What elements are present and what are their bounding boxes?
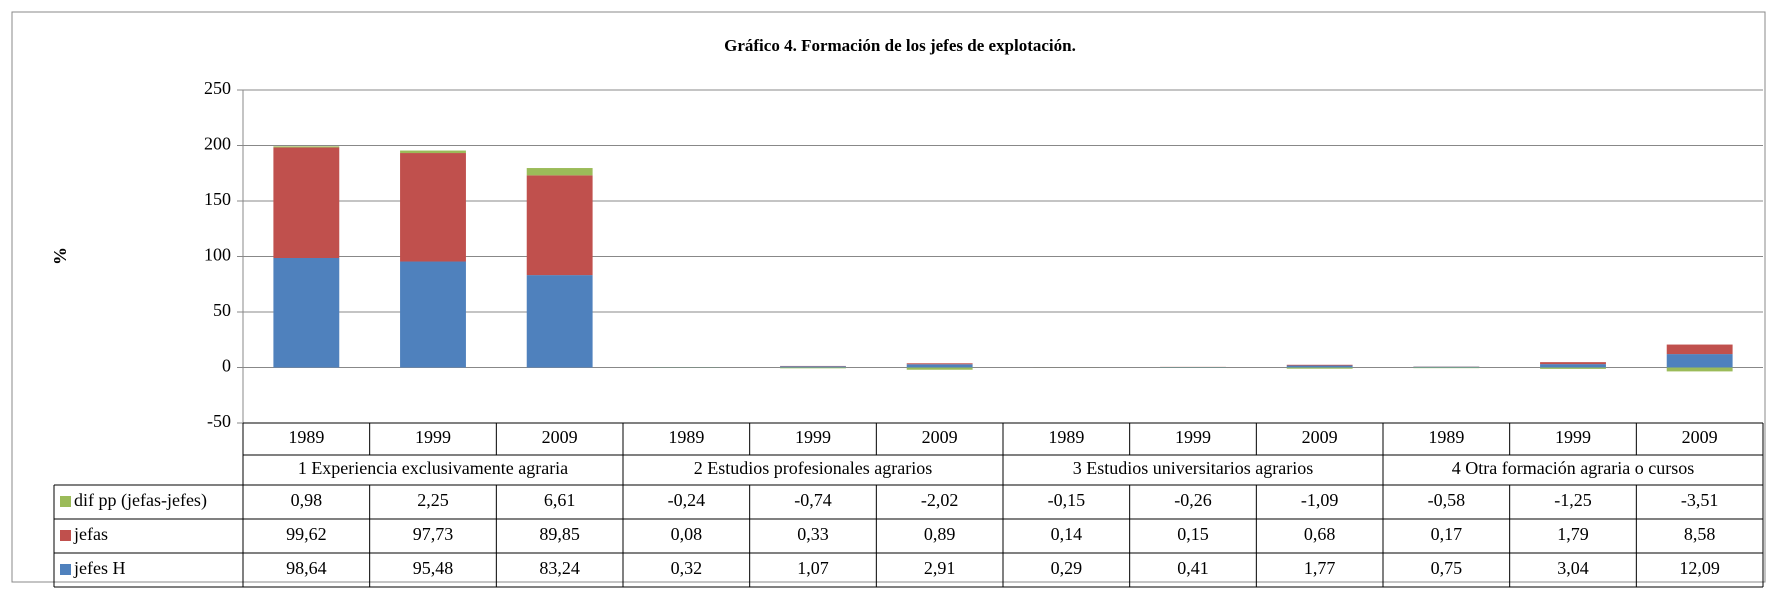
table-cell: -1,09 — [1301, 490, 1339, 510]
bar-segment — [1286, 367, 1353, 369]
bar-segment — [906, 364, 973, 368]
bar-segment — [1666, 344, 1733, 355]
x-tick-label: 2009 — [922, 427, 958, 447]
table-cell: 0,41 — [1177, 558, 1209, 578]
bar-segment — [273, 147, 340, 259]
table-cell: -0,26 — [1174, 490, 1212, 510]
x-tick-label: 1989 — [668, 427, 704, 447]
x-tick-label: 1999 — [415, 427, 451, 447]
bar-segment — [906, 363, 973, 365]
x-tick-label: 2009 — [1682, 427, 1718, 447]
table-cell: 95,48 — [413, 558, 454, 578]
x-tick-label: 2009 — [542, 427, 578, 447]
y-tick-label: -50 — [207, 411, 231, 431]
bar-segment — [1666, 354, 1733, 368]
bar-segment — [1540, 367, 1606, 369]
table-cell: 0,32 — [671, 558, 703, 578]
table-cell: -0,24 — [668, 490, 706, 510]
x-tick-label: 1989 — [288, 427, 324, 447]
table-cell: 0,14 — [1051, 524, 1083, 544]
table-cell: 8,58 — [1684, 524, 1716, 544]
table-cell: 2,25 — [417, 490, 449, 510]
x-tick-label: 1989 — [1048, 427, 1084, 447]
group-label: 2 Estudios profesionales agrarios — [694, 458, 932, 478]
table-cell: -3,51 — [1681, 490, 1719, 510]
y-tick-label: 50 — [213, 300, 231, 320]
chart-frame — [11, 11, 1766, 583]
table-cell: 12,09 — [1679, 558, 1720, 578]
bar-segment — [1540, 364, 1606, 368]
y-tick-label: 250 — [204, 78, 231, 98]
table-cell: 0,75 — [1431, 558, 1463, 578]
table-cell: 0,89 — [924, 524, 956, 544]
bar-segment — [1540, 362, 1606, 365]
table-cell: 0,98 — [291, 490, 323, 510]
group-label: 1 Experiencia exclusivamente agraria — [298, 458, 568, 478]
table-cell: -0,74 — [794, 490, 832, 510]
y-tick-label: 100 — [204, 245, 231, 265]
y-axis-label: % — [50, 247, 70, 265]
table-cell: 2,91 — [924, 558, 956, 578]
table-cell: -1,25 — [1554, 490, 1592, 510]
legend-swatch — [60, 496, 71, 507]
table-cell: 6,61 — [544, 490, 576, 510]
table-cell: -0,58 — [1428, 490, 1466, 510]
table-cell: 0,15 — [1177, 524, 1209, 544]
table-cell: 98,64 — [286, 558, 327, 578]
bar-segment — [906, 367, 973, 370]
legend-label: jefas — [73, 524, 108, 544]
legend-label: dif pp (jefas-jefes) — [74, 490, 207, 511]
x-tick-label: 2009 — [1302, 427, 1338, 447]
bar-segment — [526, 175, 593, 276]
group-label: 4 Otra formación agraria o cursos — [1452, 458, 1694, 478]
legend-swatch — [60, 530, 71, 541]
bar-segment — [400, 261, 466, 368]
y-tick-label: 0 — [222, 356, 231, 376]
chart-title: Gráfico 4. Formación de los jefes de exp… — [724, 36, 1076, 55]
legend-label: jefes H — [73, 558, 125, 578]
x-tick-label: 1999 — [1175, 427, 1211, 447]
table-cell: 0,33 — [797, 524, 829, 544]
y-tick-label: 200 — [204, 134, 231, 154]
bar-segment — [780, 367, 846, 369]
table-cell: 3,04 — [1557, 558, 1589, 578]
x-tick-label: 1989 — [1428, 427, 1464, 447]
table-cell: -0,15 — [1048, 490, 1086, 510]
bar-segment — [526, 168, 593, 176]
group-label: 3 Estudios universitarios agrarios — [1073, 458, 1313, 478]
bar-segment — [1286, 365, 1353, 368]
table-cell: 89,85 — [539, 524, 580, 544]
table-cell: -2,02 — [921, 490, 959, 510]
table-cell: 1,07 — [797, 558, 829, 578]
table-cell: 1,79 — [1557, 524, 1589, 544]
bar-segment — [1413, 366, 1480, 368]
bar-segment — [1666, 367, 1733, 372]
table-cell: 0,29 — [1051, 558, 1083, 578]
table-cell: 1,77 — [1304, 558, 1336, 578]
table-cell: 97,73 — [413, 524, 454, 544]
bar-segment — [273, 258, 340, 368]
bar-segment — [780, 366, 846, 368]
x-tick-label: 1999 — [795, 427, 831, 447]
bar-segment — [273, 146, 340, 148]
table-cell: 0,68 — [1304, 524, 1336, 544]
table-cell: 99,62 — [286, 524, 327, 544]
bar-segment — [1286, 364, 1353, 366]
legend-swatch — [60, 564, 71, 575]
y-tick-label: 150 — [204, 189, 231, 209]
x-tick-label: 1999 — [1555, 427, 1591, 447]
bar-segment — [400, 150, 466, 154]
table-cell: 0,08 — [671, 524, 703, 544]
table-cell: 83,24 — [539, 558, 580, 578]
table-cell: 0,17 — [1431, 524, 1463, 544]
bar-segment — [526, 275, 593, 368]
bar-segment — [1413, 367, 1480, 369]
bar-segment — [400, 153, 466, 262]
